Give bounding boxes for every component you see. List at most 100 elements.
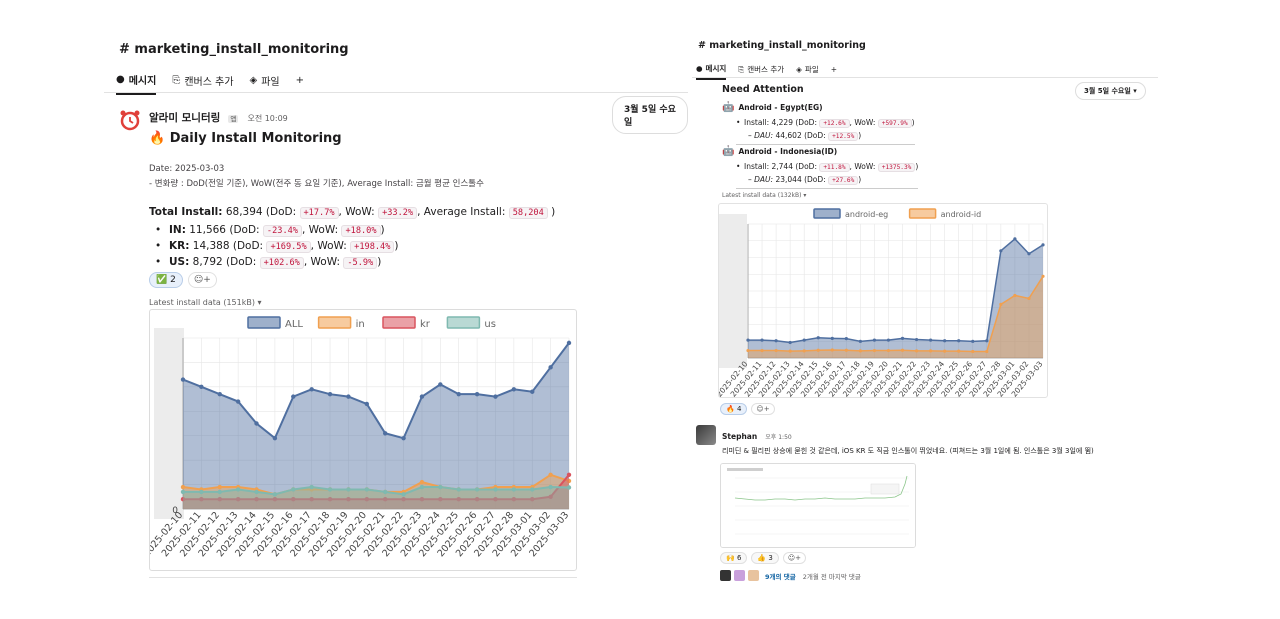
file-label[interactable]: Latest install data (132kB) ▾ xyxy=(722,192,807,199)
data-point-us xyxy=(346,487,351,492)
data-point-us xyxy=(199,489,204,495)
avg-prefix: , Average Install: xyxy=(417,206,506,218)
data-point-android-eg xyxy=(957,339,961,343)
message-time[interactable]: 오전 10:09 xyxy=(247,114,288,123)
reply-count[interactable]: 9개의 댓글 xyxy=(765,572,796,581)
platform-name: Android - Egypt(EG) xyxy=(738,103,823,112)
dau-label: DAU: xyxy=(754,175,774,184)
data-point-ALL xyxy=(419,394,425,399)
data-point-android-id xyxy=(1013,293,1017,298)
dod-prefix: (DoD: xyxy=(232,240,264,252)
alarm-clock-icon[interactable] xyxy=(118,108,142,132)
message-title: 🔥 Daily Install Monitoring xyxy=(149,131,579,146)
wow-prefix: , WoW: xyxy=(849,118,876,127)
data-point-android-id xyxy=(929,349,933,353)
data-point-android-eg xyxy=(971,339,975,343)
add-reaction-button[interactable]: ☺+ xyxy=(751,403,775,415)
data-point-in xyxy=(548,472,553,477)
message-time[interactable]: 오후 1:50 xyxy=(765,434,792,441)
dod-prefix: (DoD: xyxy=(795,162,817,171)
reaction-thumbs-up[interactable]: 👍 3 xyxy=(751,552,779,564)
dau-row: – DAU: 44,602 (DoD: +12.5%) xyxy=(736,130,915,145)
tab-messages[interactable]: ● 메시지 xyxy=(116,72,157,95)
data-point-android-eg xyxy=(1027,252,1031,256)
close-paren: ) xyxy=(380,224,385,236)
data-point-ALL xyxy=(438,382,443,387)
tab-add[interactable]: + xyxy=(296,72,304,95)
sender-name[interactable]: Stephan xyxy=(722,432,758,441)
country-value: 11,566 xyxy=(189,224,226,236)
data-point-kr xyxy=(217,497,222,502)
data-point-in xyxy=(566,478,572,484)
tab-add-canvas[interactable]: ⎘ 캔버스 추가 xyxy=(172,72,233,95)
data-point-android-id xyxy=(788,349,792,353)
data-point-kr xyxy=(493,497,498,502)
left-slack-panel: # marketing_install_monitoring ● 메시지 ⎘ 캔… xyxy=(104,30,688,610)
channel-tabs: ● 메시지 ⎘ 캔버스 추가 ◈ 파일 + xyxy=(116,72,304,95)
data-point-us xyxy=(217,489,222,495)
platform-name: Android - Indonesia(ID) xyxy=(738,147,838,156)
channel-title[interactable]: # marketing_install_monitoring xyxy=(698,40,866,51)
country-wow: -5.9% xyxy=(343,257,378,269)
legend-swatch-android-id xyxy=(908,208,937,219)
series-area-ALL xyxy=(183,342,569,509)
data-point-android-id xyxy=(760,348,764,353)
install-wow: +597.9% xyxy=(877,119,912,128)
legend-label-kr: kr xyxy=(420,319,431,330)
data-point-ALL xyxy=(493,394,498,399)
channel-title[interactable]: # marketing_install_monitoring xyxy=(119,42,349,57)
close-paren: ) xyxy=(858,131,862,140)
android-icon: 🤖 xyxy=(722,102,735,113)
data-point-kr xyxy=(530,497,535,502)
data-point-android-id xyxy=(1041,274,1045,278)
avatar[interactable] xyxy=(696,425,716,445)
add-reaction-button[interactable]: ☺+ xyxy=(187,272,217,288)
thread-summary[interactable]: 9개의 댓글 2개월 전 마지막 댓글 xyxy=(720,570,861,581)
screenshot-thumbnail[interactable] xyxy=(720,463,916,548)
reaction-fire[interactable]: 🔥 4 xyxy=(720,403,748,415)
tab-messages[interactable]: ● 메시지 xyxy=(696,63,727,80)
legend-line: - 변화량 : DoD(전일 기준), WoW(전주 동 요일 기준), Ave… xyxy=(149,179,484,189)
message-icon: ● xyxy=(696,64,703,73)
tab-files[interactable]: ◈ 파일 xyxy=(250,72,280,95)
data-point-us xyxy=(364,487,370,492)
data-point-in xyxy=(419,479,425,485)
reaction-count: 2 xyxy=(170,275,176,285)
tab-files[interactable]: ◈ 파일 xyxy=(796,63,819,80)
wow-prefix: , WoW: xyxy=(310,240,347,252)
country-value: 14,388 xyxy=(192,240,230,252)
legend-swatch-android-eg xyxy=(813,208,841,219)
wow-prefix: , WoW: xyxy=(301,224,339,236)
legend-swatch-ALL xyxy=(247,316,281,329)
fire-icon: 🔥 xyxy=(726,405,735,413)
close-paren: ) xyxy=(911,118,915,127)
add-reaction-button[interactable]: ☺+ xyxy=(782,552,807,564)
data-point-us xyxy=(566,485,572,490)
tab-add-canvas[interactable]: ⎘ 캔버스 추가 xyxy=(738,63,784,80)
y-axis-mask xyxy=(719,214,747,368)
tab-add[interactable]: + xyxy=(831,63,837,80)
reaction-raised-hands[interactable]: 🙌 6 xyxy=(720,552,748,564)
android-chart[interactable]: 2025-02-10 2025-02-11 2025-02-12 2025-02-13… xyxy=(715,203,1048,399)
title-text: Daily Install Monitoring xyxy=(169,131,342,146)
dau-value: 23,044 xyxy=(775,175,802,184)
install-chart[interactable]: 2025-02-10 2025-02-11 2025-02-12 2025-02-13… xyxy=(141,309,577,571)
y-axis-mask xyxy=(154,328,184,519)
data-point-kr xyxy=(419,497,425,502)
data-point-us xyxy=(254,489,259,495)
tab-label: 파일 xyxy=(804,65,819,74)
data-point-android-id xyxy=(844,348,848,352)
file-label[interactable]: Latest install data (151kB) ▾ xyxy=(149,298,262,307)
data-point-ALL xyxy=(235,399,241,404)
date-divider-pill[interactable]: 3월 5일 수요일 ▾ xyxy=(1075,82,1146,100)
data-point-us xyxy=(493,487,498,492)
date-divider-pill[interactable]: 3월 5일 수요일 xyxy=(612,96,688,134)
right-slack-panel: # marketing_install_monitoring ● 메시지 ⎘ 캔… xyxy=(692,30,1158,590)
data-point-android-id xyxy=(746,348,750,353)
data-point-us xyxy=(530,487,535,492)
sender-name[interactable]: 알라미 모니터링 xyxy=(149,112,221,124)
series-line-android-id xyxy=(748,275,1044,353)
reaction-checkmark[interactable]: ✅ 2 xyxy=(149,272,183,288)
data-point-ALL xyxy=(327,391,333,397)
dau-dod: +27.6% xyxy=(828,176,859,185)
